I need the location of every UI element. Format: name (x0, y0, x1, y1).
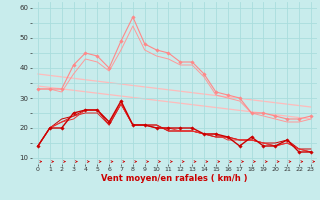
X-axis label: Vent moyen/en rafales ( km/h ): Vent moyen/en rafales ( km/h ) (101, 174, 248, 183)
